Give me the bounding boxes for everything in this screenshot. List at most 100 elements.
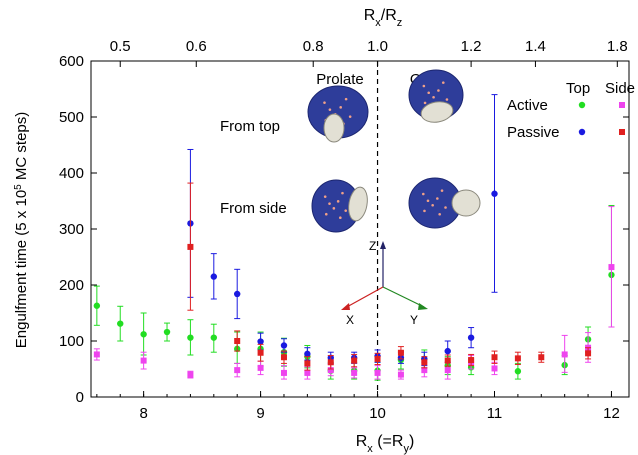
data-layer [93, 94, 615, 381]
legend-marker-passive-top [578, 128, 586, 136]
data-point [210, 273, 218, 280]
top-tick-label: 1.0 [367, 38, 388, 55]
from-top-label: From top [220, 118, 280, 135]
data-point [585, 350, 592, 357]
data-point [257, 338, 264, 345]
prolate-top-cell [307, 85, 369, 139]
data-point [514, 368, 522, 375]
z-axis-label: Z [369, 239, 376, 253]
membrane-dot [336, 200, 340, 203]
data-point [397, 371, 404, 378]
membrane-dot [423, 101, 427, 105]
legend-marker-passive-side [619, 129, 625, 135]
membrane-dot [339, 216, 342, 219]
oblate-top-particle [420, 101, 454, 123]
data-point [561, 351, 568, 358]
data-point [257, 364, 264, 371]
prolate-top-particle [323, 113, 345, 143]
legend-header-top: Top [566, 80, 590, 97]
data-point [234, 338, 241, 344]
data-point [491, 190, 498, 197]
top-axis-title-sub-x: x [375, 17, 381, 29]
membrane-dot [437, 89, 440, 92]
y-tick-label: 400 [59, 165, 84, 182]
membrane-dot [444, 206, 447, 209]
data-point [444, 357, 451, 364]
data-point [210, 334, 218, 341]
data-point [280, 342, 288, 349]
data-point [608, 264, 615, 271]
axes-layer: 0 100 200 300 400 500 600 8 9 10 11 12 0.5 0.6 0.8 1.0 1… [59, 38, 630, 422]
top-axis-title: Rx/Rz [364, 7, 403, 29]
membrane-dot [432, 95, 435, 99]
legend-header-side: Side [605, 80, 635, 97]
x-axis-title: Rx (=Ry) [356, 433, 415, 455]
top-axis-title-sub-z: z [397, 17, 403, 29]
data-point [93, 351, 100, 358]
y-arrowhead [418, 303, 428, 310]
x-tick-label: 8 [139, 405, 147, 422]
data-point [397, 349, 404, 356]
data-point [491, 365, 498, 372]
x-tick-label: 11 [487, 405, 503, 422]
data-point [421, 367, 428, 374]
x-tick-label: 9 [256, 405, 264, 422]
x-axis-label: X [346, 313, 354, 327]
top-tick-label: 0.5 [110, 38, 131, 55]
series-active-side [93, 206, 615, 380]
data-point [327, 367, 334, 374]
data-point [280, 354, 287, 361]
top-axis-title-slash: /R [381, 7, 397, 24]
prolate-side-particle [348, 186, 368, 222]
top-tick-label: 0.6 [186, 38, 207, 55]
y-tick-label: 0 [76, 389, 84, 406]
x-axis-title-sub-y: y [403, 443, 409, 455]
data-point [538, 354, 545, 361]
y-tick-label: 600 [59, 53, 84, 70]
membrane-dot [431, 203, 434, 207]
prolate-side-cell [311, 179, 361, 233]
data-point [234, 367, 241, 374]
x-axis-title-r: R [356, 433, 368, 450]
oblate-side-particle [451, 189, 481, 217]
membrane-dot [332, 207, 336, 210]
legend: Top Side Active Passive [507, 80, 635, 141]
membrane-dot [341, 191, 344, 195]
x-axis-arrow [344, 286, 384, 309]
top-axis-title-r: R [364, 7, 376, 24]
data-point [304, 350, 311, 358]
data-point [233, 290, 241, 298]
y-axis-title-end: MC steps) [13, 112, 30, 185]
membrane-dot [422, 84, 426, 88]
legend-marker-active-side [619, 102, 625, 108]
y-axis-title-sup: 5 [13, 184, 24, 190]
data-point [140, 357, 147, 364]
data-point [444, 347, 451, 355]
top-tick-label: 1.4 [525, 38, 546, 55]
membrane-dot [436, 197, 439, 200]
data-point [374, 369, 381, 376]
membrane-dot [323, 101, 326, 104]
membrane-dot [438, 212, 441, 216]
data-point [257, 349, 264, 356]
membrane-dot [422, 192, 425, 196]
data-point [351, 369, 358, 376]
data-point [163, 328, 171, 336]
y-tick-label: 100 [59, 333, 84, 350]
data-point [514, 355, 521, 362]
z-arrowhead [380, 241, 386, 249]
data-point [468, 357, 475, 364]
y-axis-title: Engulfment time (5 x 105 MC steps) [13, 112, 31, 349]
membrane-dot [339, 106, 343, 109]
membrane-dot [328, 202, 331, 205]
from-side-label: From side [220, 200, 287, 217]
data-point [374, 355, 381, 362]
data-point [444, 367, 451, 374]
data-point [140, 331, 147, 338]
y-axis-title-main: Engulfment time (5 x 10 [13, 190, 30, 348]
membrane-dot [324, 212, 328, 216]
x-axis-title-end: ) [409, 433, 414, 450]
data-point [304, 360, 311, 367]
